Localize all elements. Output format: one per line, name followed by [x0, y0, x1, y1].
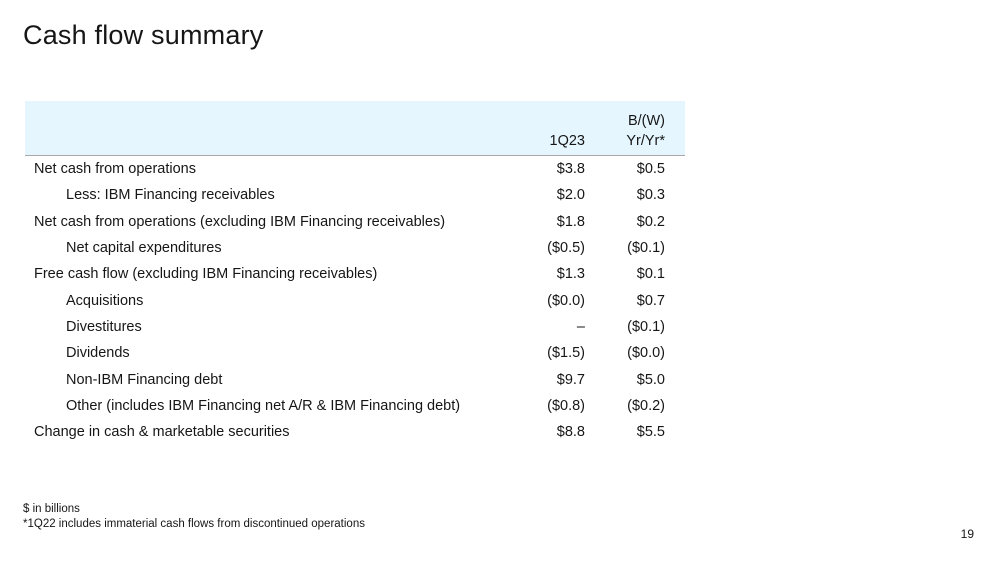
table-row: Less: IBM Financing receivables $2.0 $0.3	[25, 182, 685, 208]
row-label: Net capital expenditures	[66, 240, 222, 257]
table-row: Net capital expenditures ($0.5) ($0.1)	[25, 235, 685, 261]
footnote-units: $ in billions	[23, 503, 80, 515]
row-label: Net cash from operations	[34, 161, 196, 178]
row-value-1q23: $1.8	[556, 213, 585, 230]
table-header: 1Q23 B/(W) Yr/Yr*	[25, 101, 685, 156]
row-value-bw-yr-yr: $0.1	[636, 266, 665, 283]
row-value-1q23: $2.0	[556, 187, 585, 204]
row-value-bw-yr-yr: $0.2	[636, 213, 665, 230]
table-body: Net cash from operations $3.8 $0.5 Less: IB…	[25, 156, 685, 446]
table-row: Other (includes IBM Financing net A/R & …	[25, 393, 685, 419]
row-value-1q23: $1.3	[556, 266, 585, 283]
row-label: Net cash from operations (excluding IBM …	[34, 213, 446, 230]
table-row: Non-IBM Financing debt $9.7 $5.0	[25, 366, 685, 392]
table-row: Free cash flow (excluding IBM Financing …	[25, 261, 685, 287]
header-label-cell	[25, 101, 505, 156]
table-header-row: 1Q23 B/(W) Yr/Yr*	[25, 101, 685, 156]
row-value-bw-yr-yr: $0.7	[636, 292, 665, 309]
row-value-bw-yr-yr: ($0.2)	[627, 397, 665, 414]
row-label: Non-IBM Financing debt	[66, 371, 223, 388]
row-value-bw-yr-yr: $5.5	[636, 424, 665, 441]
table-row: Net cash from operations $3.8 $0.5	[25, 156, 685, 183]
table-row: Divestitures – ($0.1)	[25, 314, 685, 340]
header-bw-label: B/(W)	[627, 113, 665, 129]
page-number: 19	[960, 527, 974, 541]
footnote-discontinued-ops: *1Q22 includes immaterial cash flows fro…	[23, 518, 365, 530]
row-value-1q23: ($0.5)	[547, 240, 585, 257]
table-row: Dividends ($1.5) ($0.0)	[25, 340, 685, 366]
header-bw-yr-yr: B/(W) Yr/Yr*	[585, 101, 685, 156]
row-value-bw-yr-yr: $0.5	[636, 161, 665, 178]
table-row: Net cash from operations (excluding IBM …	[25, 209, 685, 235]
footnotes: $ in billions *1Q22 includes immaterial …	[23, 502, 365, 532]
row-value-bw-yr-yr: $0.3	[636, 187, 665, 204]
row-value-1q23: $9.7	[556, 371, 585, 388]
header-1q23: 1Q23	[505, 101, 585, 156]
row-label: Other (includes IBM Financing net A/R & …	[66, 397, 461, 414]
row-value-1q23: $3.8	[556, 161, 585, 178]
row-label: Less: IBM Financing receivables	[66, 187, 275, 204]
row-value-1q23: ($0.0)	[547, 292, 585, 309]
cash-flow-table: 1Q23 B/(W) Yr/Yr* Net cash from operatio…	[25, 101, 685, 445]
row-value-1q23: ($0.8)	[547, 397, 585, 414]
header-yr-yr-label: Yr/Yr*	[626, 133, 665, 149]
table-row: Change in cash & marketable securities $8…	[25, 419, 685, 445]
row-value-bw-yr-yr: $5.0	[636, 371, 665, 388]
row-value-bw-yr-yr: ($0.1)	[627, 240, 665, 257]
row-value-bw-yr-yr: ($0.1)	[627, 318, 665, 335]
row-label: Acquisitions	[66, 292, 144, 309]
row-label: Divestitures	[66, 318, 142, 335]
row-value-1q23: –	[576, 318, 585, 335]
row-label: Change in cash & marketable securities	[34, 424, 290, 441]
table-row: Acquisitions ($0.0) $0.7	[25, 287, 685, 313]
row-value-1q23: $8.8	[556, 424, 585, 441]
row-label: Free cash flow (excluding IBM Financing …	[34, 266, 378, 283]
row-value-bw-yr-yr: ($0.0)	[627, 345, 665, 362]
row-value-1q23: ($1.5)	[547, 345, 585, 362]
row-label: Dividends	[66, 345, 130, 362]
header-1q23-label: 1Q23	[549, 133, 585, 149]
page-title: Cash flow summary	[23, 20, 264, 50]
